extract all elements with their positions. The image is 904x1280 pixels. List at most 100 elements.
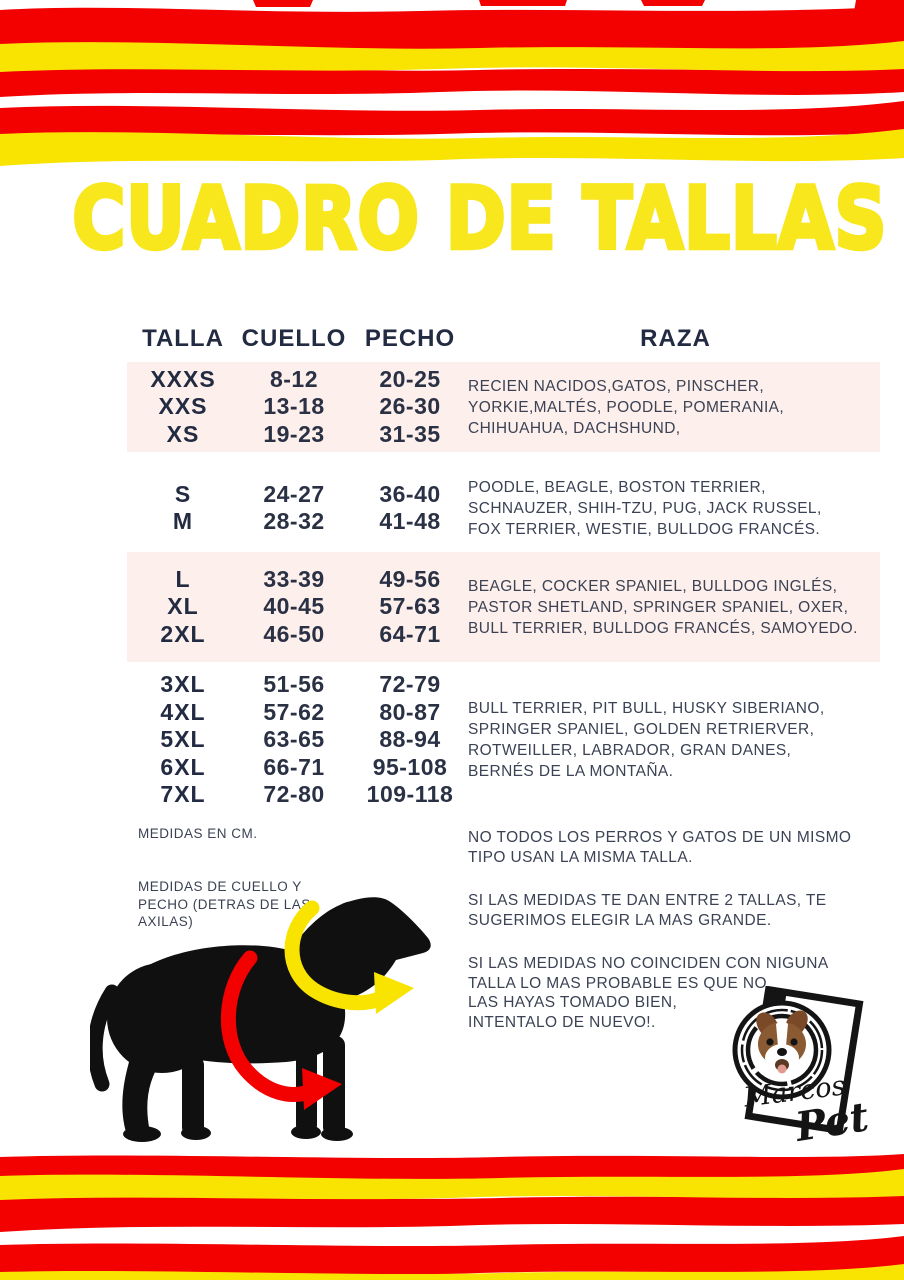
top-yellow-stripes <box>0 41 904 166</box>
logo-dog-badge <box>732 1000 832 1100</box>
chest-cell: 64-71 <box>379 620 441 647</box>
table-row: 7XL 72-80 109-118 <box>127 781 471 809</box>
breeds-line: ROTWEILLER, LABRADOR, GRAN DANES, <box>468 742 792 759</box>
table-row: S 24-27 36-40 <box>127 481 471 509</box>
size-cell: XS <box>166 420 200 447</box>
logo-pet-text: Pet <box>791 1093 872 1151</box>
chest-cell: 49-56 <box>379 565 441 592</box>
column-header-raza: RAZA <box>640 325 711 352</box>
breeds-line: SPRINGER SPANIEL, GOLDEN RETRIERVER, <box>468 721 815 738</box>
breeds-line: PASTOR SHETLAND, SPRINGER SPANIEL, OXER, <box>468 598 849 616</box>
chest-cell: 36-40 <box>379 480 441 507</box>
chest-arrow-icon <box>221 950 342 1110</box>
dog-silhouette <box>107 897 431 1142</box>
advice-line: SUGERIMOS ELEGIR LA MAS GRANDE. <box>468 911 772 929</box>
neck-cell: 72-80 <box>263 781 325 808</box>
breeds-line: CHIHUAHUA, DACHSHUND, <box>468 419 681 437</box>
size-cell: 4XL <box>160 698 206 725</box>
table-row: XS 19-23 31-35 <box>127 421 471 449</box>
size-group-l-2xl: L 33-39 49-56 XL 40-45 57-63 2XL 46-50 6… <box>127 552 880 662</box>
table-row: L 33-39 49-56 <box>127 566 471 594</box>
size-cell: M <box>172 508 194 534</box>
table-row: XL 40-45 57-63 <box>127 593 471 621</box>
table-row: 6XL 66-71 95-108 <box>127 754 471 782</box>
measuring-note-line: PECHO (DETRAS DE LAS <box>138 896 311 912</box>
table-row: M 28-32 41-48 <box>127 508 471 536</box>
table-row: 4XL 57-62 80-87 <box>127 699 471 727</box>
logo-dog-face-icon <box>756 1010 808 1074</box>
chest-cell: 109-118 <box>366 781 454 808</box>
advice-line: LAS HAYAS TOMADO BIEN, <box>468 994 678 1011</box>
breeds-line: RECIEN NACIDOS,GATOS, PINSCHER, <box>468 377 765 395</box>
chest-cell: 95-108 <box>372 753 448 780</box>
breeds-line: BULL TERRIER, PIT BULL, HUSKY SIBERIANO, <box>468 700 825 717</box>
breeds-line: BERNÉS DE LA MONTAÑA. <box>468 763 674 780</box>
bottom-stripes <box>0 1154 904 1280</box>
column-header-talla: TALLA <box>142 325 224 352</box>
advice-paragraph-3: SI LAS MEDIDAS NO COINCIDEN CON NIGUNA T… <box>468 954 888 1032</box>
chest-cell: 31-35 <box>379 420 441 447</box>
size-cell: XXS <box>158 393 208 420</box>
table-row: 3XL 51-56 72-79 <box>127 671 471 699</box>
dog-tail <box>90 984 120 1092</box>
bottom-yellow-stripes <box>0 1169 904 1280</box>
advice-line: NO TODOS LOS PERROS Y GATOS DE UN MISMO <box>468 829 852 846</box>
breeds-line: POODLE, BEAGLE, BOSTON TERRIER, <box>468 478 766 496</box>
neck-cell: 51-56 <box>263 671 325 698</box>
size-cell: XXXS <box>150 365 216 392</box>
breeds-line: YORKIE,MALTÉS, POODLE, POMERANIA, <box>468 398 785 416</box>
neck-cell: 13-18 <box>263 393 325 420</box>
advice-line: SI LAS MEDIDAS TE DAN ENTRE 2 TALLAS, TE <box>468 892 827 909</box>
chest-cell: 80-87 <box>379 698 441 725</box>
advice-paragraph-2: SI LAS MEDIDAS TE DAN ENTRE 2 TALLAS, TE… <box>468 891 888 930</box>
breeds-cell: RECIEN NACIDOS,GATOS, PINSCHER, YORKIE,M… <box>468 362 880 452</box>
size-group-xxxs-xs: XXXS 8-12 20-25 XXS 13-18 26-30 XS 19-23… <box>127 362 880 452</box>
size-cell: 2XL <box>160 620 206 647</box>
table-row: 2XL 46-50 64-71 <box>127 621 471 649</box>
advice-line: INTENTALO DE NUEVO!. <box>468 1013 656 1031</box>
size-group-s-m: S 24-27 36-40 M 28-32 41-48 POODLE, BEAG… <box>127 466 880 550</box>
size-cell: 7XL <box>160 781 206 808</box>
chest-cell: 41-48 <box>379 508 441 534</box>
measuring-note-line: MEDIDAS DE CUELLO Y <box>138 879 302 894</box>
units-note: MEDIDAS EN CM. <box>138 826 258 841</box>
logo-frame-tab <box>769 986 788 1005</box>
measuring-note-line: AXILAS) <box>138 914 194 929</box>
table-header-row: TALLA CUELLO PECHO RAZA <box>127 322 880 356</box>
bottom-red-stripes <box>0 1154 904 1278</box>
size-cell: XL <box>167 593 199 620</box>
neck-cell: 8-12 <box>269 365 319 392</box>
chest-cell: 72-79 <box>379 671 441 698</box>
size-cell: L <box>175 565 191 592</box>
advice-line: TALLA LO MAS PROBABLE ES QUE NO <box>468 974 767 992</box>
neck-cell: 33-39 <box>263 565 325 592</box>
column-header-pecho: PECHO <box>364 325 456 352</box>
advice-line: TIPO USAN LA MISMA TALLA. <box>468 848 693 866</box>
chest-cell: 20-25 <box>379 365 441 392</box>
top-red-stripes <box>0 0 904 139</box>
top-stripes-decoration <box>0 0 904 166</box>
breeds-cell: BULL TERRIER, PIT BULL, HUSKY SIBERIANO,… <box>468 664 880 816</box>
size-cell: S <box>174 480 192 507</box>
advice-line: SI LAS MEDIDAS NO COINCIDEN CON NIGUNA <box>468 955 829 972</box>
brand-logo: Marcos Pet <box>732 986 872 1151</box>
advice-paragraph-1: NO TODOS LOS PERROS Y GATOS DE UN MISMO … <box>468 828 888 867</box>
breeds-line: FOX TERRIER, WESTIE, BULLDOG FRANCÉS. <box>468 520 821 538</box>
neck-arrow-icon <box>284 900 414 1014</box>
neck-cell: 63-65 <box>263 726 325 753</box>
page-title: CUADRO DE TALLAS <box>70 169 888 269</box>
size-cell: 6XL <box>160 753 206 780</box>
breeds-cell: BEAGLE, COCKER SPANIEL, BULLDOG INGLÉS, … <box>468 552 880 662</box>
neck-cell: 28-32 <box>263 508 325 534</box>
breeds-line: SCHNAUZER, SHIH-TZU, PUG, JACK RUSSEL, <box>468 499 822 517</box>
neck-cell: 40-45 <box>263 593 325 620</box>
table-row: XXS 13-18 26-30 <box>127 393 471 421</box>
neck-cell: 46-50 <box>263 620 325 647</box>
neck-cell: 66-71 <box>263 753 325 780</box>
breeds-line: BEAGLE, COCKER SPANIEL, BULLDOG INGLÉS, <box>468 577 838 595</box>
table-row: 5XL 63-65 88-94 <box>127 726 471 754</box>
breeds-line: BULL TERRIER, BULLDOG FRANCÉS, SAMOYEDO. <box>468 619 858 637</box>
table-row: XXXS 8-12 20-25 <box>127 366 471 394</box>
neck-cell: 19-23 <box>263 420 325 447</box>
